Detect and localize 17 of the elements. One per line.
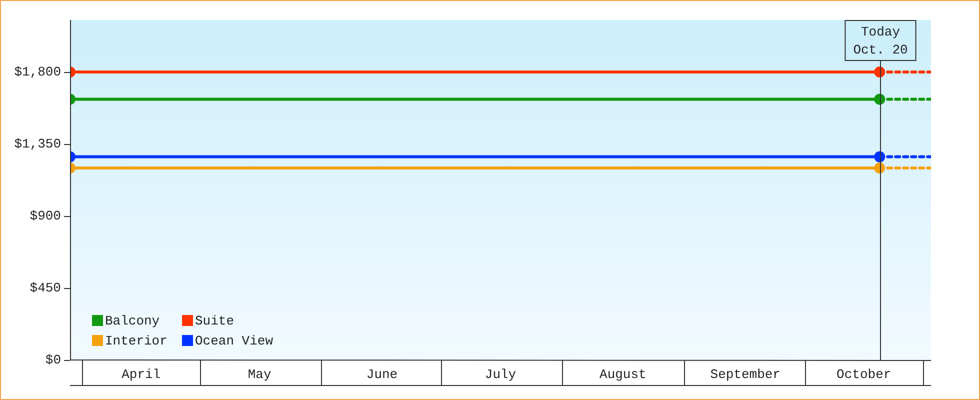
x-tick-label: May	[248, 367, 272, 382]
ref-line-label: Today Oct. 20	[853, 24, 908, 58]
legend-label: Interior	[105, 333, 168, 348]
y-tick-label: $450	[30, 280, 61, 296]
legend-label: Balcony	[105, 313, 160, 328]
y-tick-label: $1,800	[14, 64, 61, 80]
y-tick-label: $1,350	[14, 136, 61, 152]
x-tick-label: July	[484, 367, 516, 382]
legend-label: Ocean View	[195, 333, 274, 348]
legend-label: Suite	[195, 313, 234, 328]
y-tick-label: $0	[45, 352, 61, 368]
x-tick-label: September	[710, 367, 780, 382]
x-tick-label: August	[600, 367, 646, 382]
x-tick-label: October	[836, 367, 892, 382]
x-tick-label: June	[366, 367, 398, 382]
x-tick-label: April	[122, 367, 161, 382]
y-tick-label: $900	[30, 208, 61, 224]
